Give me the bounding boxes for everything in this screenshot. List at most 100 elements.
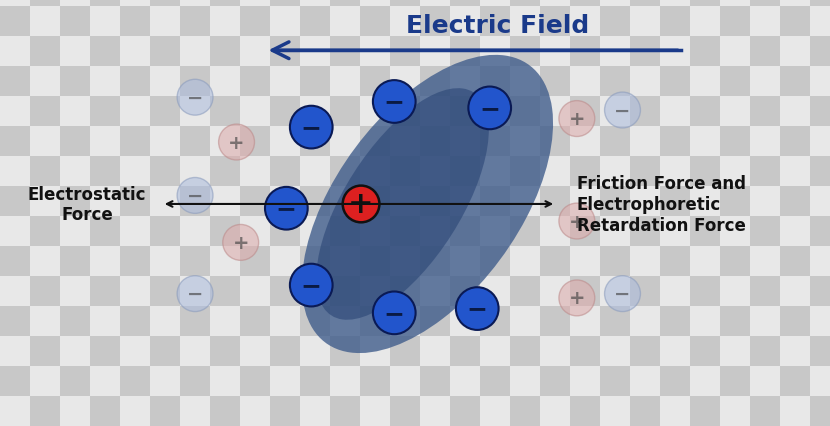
Bar (30, 157, 60, 187)
Bar (90, 0, 120, 7)
Ellipse shape (343, 186, 379, 223)
Bar (450, 336, 480, 366)
Bar (90, 157, 120, 187)
Bar (780, 37, 810, 67)
Bar (360, 306, 390, 336)
Bar (300, 276, 330, 306)
Bar (330, 7, 360, 37)
Bar (420, 97, 450, 127)
Bar (150, 246, 180, 276)
Bar (270, 216, 300, 246)
Bar (810, 306, 830, 336)
Bar (390, 246, 420, 276)
Bar (480, 157, 510, 187)
Bar (240, 37, 270, 67)
Bar (60, 366, 90, 396)
Bar (750, 7, 780, 37)
Bar (510, 396, 540, 426)
Bar (240, 336, 270, 366)
Bar (600, 97, 630, 127)
Bar (480, 396, 510, 426)
Bar (570, 37, 600, 67)
Bar (750, 97, 780, 127)
Bar (120, 157, 150, 187)
Bar (30, 276, 60, 306)
Bar (150, 0, 180, 7)
Bar (660, 67, 690, 97)
Bar (0, 37, 30, 67)
Bar (810, 396, 830, 426)
Bar (720, 67, 750, 97)
Bar (120, 7, 150, 37)
Text: −: − (614, 285, 631, 303)
Bar (390, 396, 420, 426)
Text: −: − (187, 285, 203, 303)
Bar (660, 366, 690, 396)
Bar (300, 336, 330, 366)
Bar (570, 306, 600, 336)
Bar (420, 246, 450, 276)
Bar (210, 7, 240, 37)
Bar (390, 306, 420, 336)
Bar (360, 276, 390, 306)
Bar (330, 396, 360, 426)
Bar (240, 366, 270, 396)
Bar (360, 187, 390, 216)
Bar (450, 187, 480, 216)
Bar (90, 97, 120, 127)
Bar (240, 97, 270, 127)
Bar (0, 366, 30, 396)
Bar (390, 216, 420, 246)
Bar (390, 276, 420, 306)
Bar (480, 216, 510, 246)
Bar (0, 127, 30, 157)
Bar (690, 396, 720, 426)
Bar (420, 187, 450, 216)
Bar (570, 187, 600, 216)
Bar (420, 7, 450, 37)
Bar (690, 306, 720, 336)
Bar (750, 37, 780, 67)
Bar (150, 7, 180, 37)
Bar (690, 336, 720, 366)
Bar (180, 7, 210, 37)
Ellipse shape (456, 288, 499, 330)
Bar (660, 216, 690, 246)
Bar (30, 97, 60, 127)
Bar (570, 7, 600, 37)
Bar (720, 246, 750, 276)
Bar (390, 0, 420, 7)
Bar (510, 67, 540, 97)
Bar (600, 187, 630, 216)
Bar (540, 396, 570, 426)
Bar (660, 127, 690, 157)
Bar (480, 37, 510, 67)
Bar (630, 37, 660, 67)
Bar (810, 67, 830, 97)
Bar (390, 7, 420, 37)
Bar (60, 306, 90, 336)
Text: +: + (569, 110, 585, 129)
Bar (510, 157, 540, 187)
Bar (570, 246, 600, 276)
Bar (360, 157, 390, 187)
Bar (0, 276, 30, 306)
Bar (630, 336, 660, 366)
Bar (630, 216, 660, 246)
Text: +: + (228, 133, 245, 152)
Bar (270, 396, 300, 426)
Bar (180, 157, 210, 187)
Bar (180, 187, 210, 216)
Bar (210, 336, 240, 366)
Bar (120, 366, 150, 396)
Bar (720, 396, 750, 426)
Bar (0, 396, 30, 426)
Bar (60, 216, 90, 246)
Bar (120, 216, 150, 246)
Bar (120, 127, 150, 157)
Bar (180, 366, 210, 396)
Ellipse shape (559, 280, 595, 316)
Bar (360, 7, 390, 37)
Bar (450, 67, 480, 97)
Bar (750, 67, 780, 97)
